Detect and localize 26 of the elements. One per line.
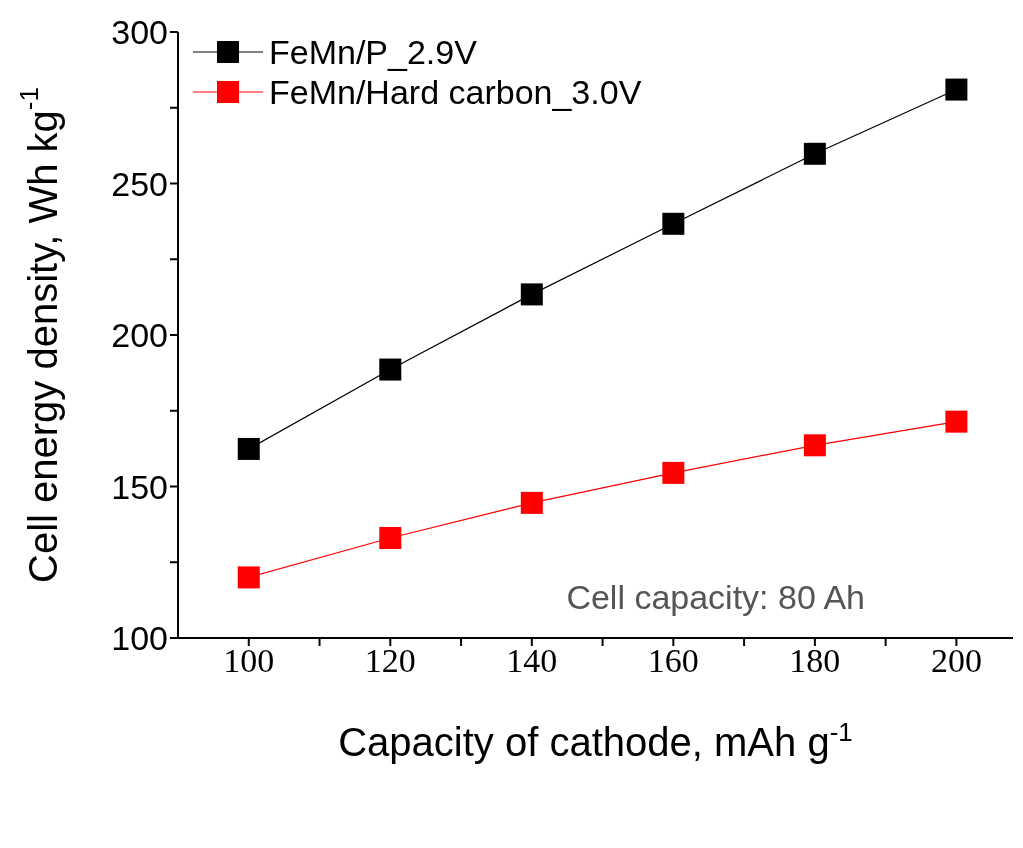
annotation: Cell capacity: 80 Ah — [566, 578, 865, 617]
x-tick-label: 140 — [506, 642, 558, 680]
x-tick-label: 120 — [364, 642, 416, 680]
point — [803, 434, 826, 457]
point — [803, 142, 826, 165]
y-tick-label: 150 — [111, 467, 168, 506]
x-tick-label: 160 — [647, 642, 699, 680]
point — [237, 437, 260, 460]
legend-label: FeMn/Hard carbon_3.0V — [269, 72, 642, 112]
y-tick-label: 250 — [111, 164, 168, 203]
point — [662, 212, 685, 235]
x-tick-label: 200 — [930, 642, 982, 680]
x-axis-title: Capacity of cathode, mAh g$^{-1}$ — [338, 717, 853, 764]
y-tick-label: 200 — [111, 316, 168, 355]
point — [945, 78, 968, 101]
point — [520, 491, 543, 514]
point — [945, 410, 968, 433]
point — [379, 358, 402, 381]
point — [237, 566, 260, 589]
x-tick-label: 100 — [223, 642, 275, 680]
point — [520, 283, 543, 306]
point — [379, 527, 402, 550]
legend-label: FeMn/P_2.9V — [269, 32, 477, 72]
point — [662, 461, 685, 484]
y-tick-label: 300 — [111, 13, 168, 52]
x-tick-label: 180 — [789, 642, 841, 680]
